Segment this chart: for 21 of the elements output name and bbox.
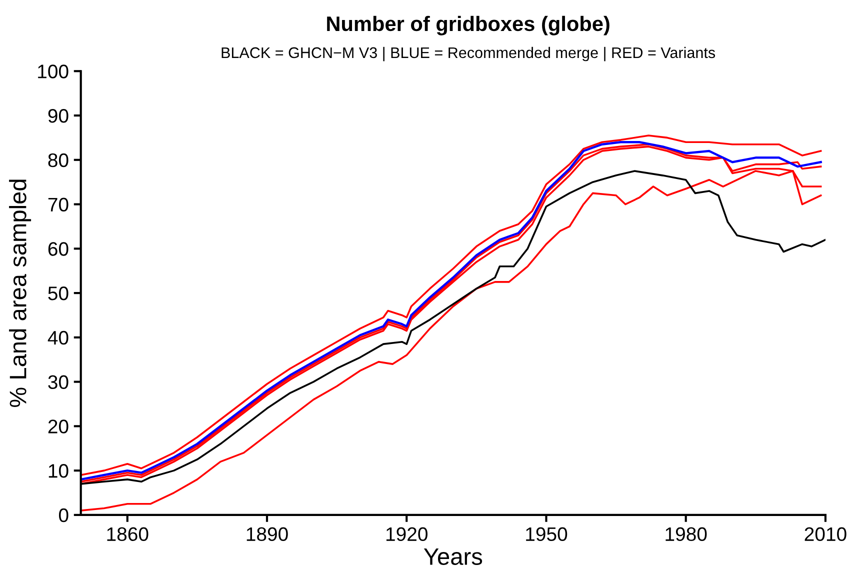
x-tick-label: 2010: [804, 527, 846, 542]
y-tick-label: 10: [48, 464, 68, 478]
x-axis-title: Years: [424, 548, 482, 565]
y-tick-label: 80: [48, 153, 68, 168]
x-tick-label: 1980: [666, 527, 707, 542]
chart-title: Number of gridboxes (globe): [327, 16, 610, 36]
y-tick-label: 60: [48, 242, 68, 256]
x-tick-label: 1860: [107, 527, 148, 542]
x-tick-label: 1920: [386, 527, 428, 542]
y-tick-label: 0: [58, 508, 68, 522]
chart-subtitle: BLACK = GHCN−M V3 | BLUE = Recommended merge | RED = Variants: [222, 46, 716, 62]
y-tick-label: 100: [38, 64, 68, 78]
y-tick-label: 40: [48, 330, 68, 345]
y-axis-title: % Land area sampled: [9, 180, 32, 408]
x-tick-label: 1950: [526, 527, 568, 542]
y-tick-label: 70: [48, 198, 68, 212]
y-tick-label: 20: [48, 420, 68, 434]
y-tick-label: 50: [48, 286, 68, 300]
y-tick-label: 30: [48, 375, 68, 390]
y-tick-label: 90: [48, 108, 68, 123]
x-tick-label: 1890: [246, 527, 288, 542]
